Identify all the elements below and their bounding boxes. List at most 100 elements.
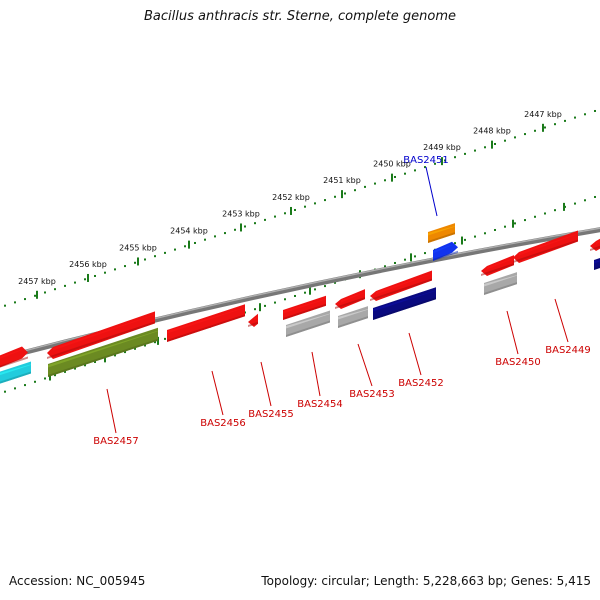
feature-shadow [47, 321, 155, 359]
inner-ring-dot [324, 285, 326, 288]
inner-ring-dot [274, 301, 276, 304]
feature-highlight [338, 309, 368, 320]
feature-body [335, 289, 365, 309]
gene-label[interactable]: BAS2449 [545, 345, 591, 356]
feature-highlight [254, 316, 258, 321]
outer-ring-dot [244, 225, 246, 228]
inner-ring-dot [514, 222, 516, 225]
inner-ring-dot [594, 195, 596, 198]
feature-bas2455[interactable] [248, 313, 258, 327]
feature-highlight [167, 307, 245, 334]
inner-ring-dot [164, 337, 166, 340]
feature-cds-11[interactable] [373, 287, 436, 320]
inner-ring-dot [494, 228, 496, 231]
outer-ring-dot [54, 288, 56, 291]
outer-ring-dot [334, 195, 336, 198]
inner-ring-dot [544, 212, 546, 215]
feature-cds-13[interactable] [433, 241, 458, 261]
outer-ring-dot [214, 235, 216, 238]
outer-ring-dot [264, 218, 266, 221]
kbp-label: 2447 kbp [524, 110, 562, 119]
inner-ring-dot [484, 232, 486, 235]
inner-ring-dot [414, 255, 416, 258]
gene-label[interactable]: BAS2451 [403, 155, 449, 166]
inner-ring-dot [54, 374, 56, 377]
outer-ring-dot [114, 268, 116, 271]
outer-ring-dot [374, 182, 376, 185]
feature-cds-18[interactable] [594, 257, 600, 270]
feature-track [0, 223, 600, 385]
feature-bas2450[interactable] [481, 255, 514, 276]
feature-shadow [167, 314, 245, 342]
feature-highlight [376, 273, 432, 295]
callout-line [357, 343, 373, 387]
feature-cds-1[interactable] [0, 361, 31, 385]
genome-summary-text: Topology: circular; Length: 5,228,663 bp… [261, 574, 591, 588]
feature-highlight [487, 258, 514, 270]
feature-labels: BAS2457BAS2456BAS2455BAS2454BAS2453BAS24… [93, 155, 591, 447]
outer-ring-dot [134, 261, 136, 264]
feature-highlight [0, 364, 31, 376]
inner-ring-dot [304, 291, 306, 294]
outer-ring-dot [174, 248, 176, 251]
inner-ring-dot [384, 265, 386, 268]
feature-bas2452[interactable] [370, 270, 432, 301]
inner-ring-dot [534, 215, 536, 218]
feature-gene-0[interactable] [0, 346, 28, 369]
outer-ring-dot [74, 281, 76, 284]
feature-bas2454[interactable] [283, 295, 326, 320]
outer-ring-dot [534, 129, 536, 132]
feature-gene-17[interactable] [590, 236, 600, 251]
inner-ring-dot [44, 377, 46, 380]
inner-ring-dot [334, 281, 336, 284]
outer-ring-dot [304, 205, 306, 208]
outer-ring-dot [574, 116, 576, 119]
feature-bas2457[interactable] [47, 311, 155, 359]
inner-ring-dot [154, 341, 156, 344]
outer-ring-dot [444, 159, 446, 162]
gene-label[interactable]: BAS2452 [398, 378, 444, 389]
inner-ring-dot [14, 387, 16, 390]
outer-ring-dot [254, 222, 256, 225]
inner-ring-dot [144, 344, 146, 347]
outer-ring-dot [84, 278, 86, 281]
feature-highlight [283, 298, 326, 314]
outer-ring-dot [94, 274, 96, 277]
outer-ring-dot [24, 298, 26, 301]
outer-ring-dot [64, 284, 66, 287]
feature-bas2453[interactable] [335, 289, 365, 309]
outer-ring-dot [594, 109, 596, 112]
feature-bas2449[interactable] [513, 230, 578, 263]
inner-ring-dot [34, 380, 36, 383]
feature-cds-7[interactable] [286, 310, 330, 337]
inner-ring-dot [74, 367, 76, 370]
gene-label[interactable]: BAS2456 [200, 418, 246, 429]
outer-ring-dot [204, 238, 206, 241]
kbp-label: 2450 kbp [373, 160, 411, 169]
outer-ring-dot [4, 304, 6, 307]
outer-ring-dot [364, 185, 366, 188]
feature-highlight [53, 314, 155, 351]
outer-ring-dot [294, 208, 296, 211]
outer-ring-dot [524, 133, 526, 136]
feature-cds-15[interactable] [484, 272, 517, 295]
gene-label[interactable]: BAS2450 [495, 357, 541, 368]
feature-cds-9[interactable] [338, 306, 368, 328]
outer-ring-dot [184, 245, 186, 248]
outer-ring-dot [404, 172, 406, 175]
gene-label[interactable]: BAS2453 [349, 389, 395, 400]
feature-highlight [428, 226, 455, 236]
feature-shadow [0, 371, 31, 384]
outer-ring-dot [564, 119, 566, 122]
gene-label[interactable]: BAS2454 [297, 399, 343, 410]
gene-label[interactable]: BAS2455 [248, 409, 294, 420]
kbp-label: 2453 kbp [222, 209, 260, 218]
feature-bas2451[interactable] [428, 223, 455, 243]
gene-label[interactable]: BAS2457 [93, 436, 139, 447]
callout-line [425, 166, 438, 217]
inner-ring-dot [284, 298, 286, 301]
feature-cds-3[interactable] [48, 327, 158, 377]
outer-ring-dot [44, 291, 46, 294]
feature-bas2456[interactable] [167, 304, 245, 342]
